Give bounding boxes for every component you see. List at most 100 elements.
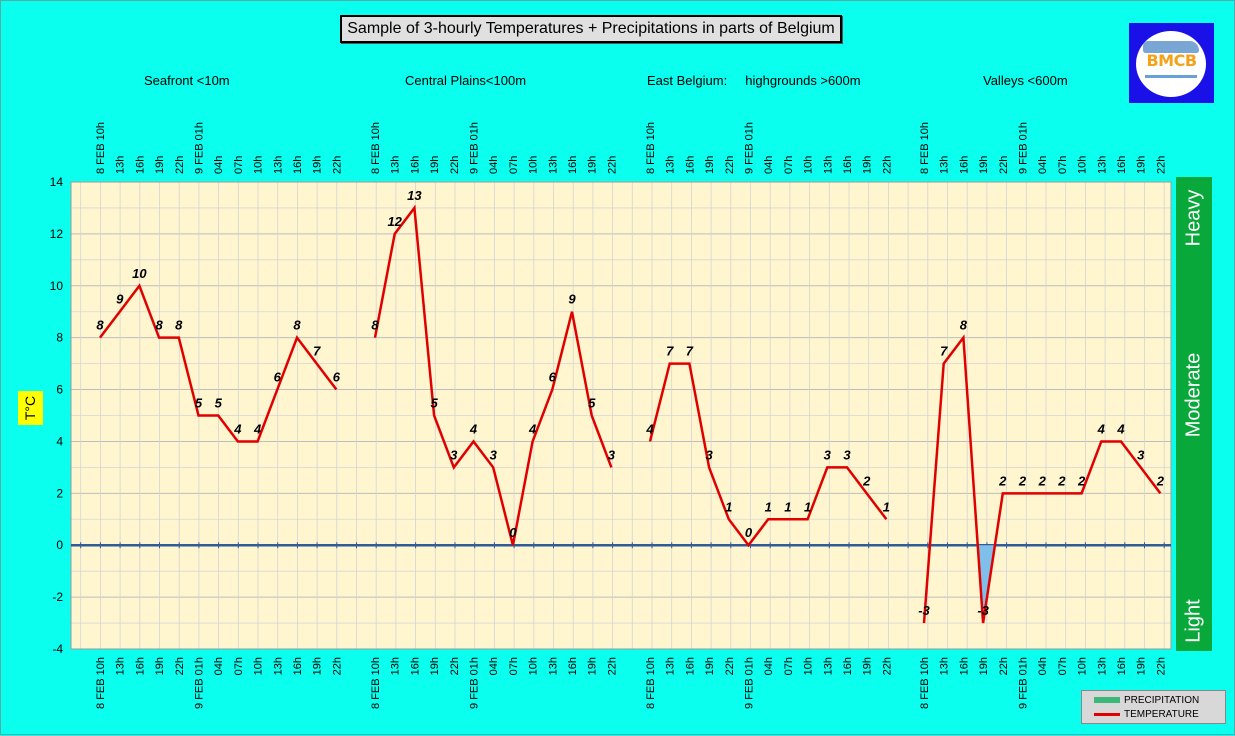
x-tick-label-top: 19h xyxy=(312,156,324,174)
temperature-line xyxy=(99,283,338,443)
x-tick-label-top: 04h xyxy=(763,156,775,174)
x-tick-label-top: 8 FEB 10h xyxy=(370,122,382,174)
x-tick-label-bottom: 16h xyxy=(842,657,854,675)
x-tick-label-bottom: 07h xyxy=(233,657,245,675)
data-label: 0 xyxy=(745,525,753,540)
scale-moderate-text: Moderate xyxy=(1182,352,1205,438)
x-tick-label-top: 13h xyxy=(939,156,951,174)
data-label: 2 xyxy=(1077,473,1086,488)
data-label: 4 xyxy=(1116,421,1125,436)
x-tick-label-bottom: 13h xyxy=(390,657,402,675)
data-label: 1 xyxy=(725,499,732,514)
x-tick-label-bottom: 13h xyxy=(822,657,834,675)
data-label: 2 xyxy=(1057,473,1066,488)
data-label: 2 xyxy=(1156,473,1165,488)
x-tick-label-top: 19h xyxy=(587,156,599,174)
x-tick-label-top: 22h xyxy=(174,156,186,174)
x-tick-label-top: 19h xyxy=(978,156,990,174)
x-tick-label-bottom: 22h xyxy=(881,657,893,675)
x-tick-label-bottom: 16h xyxy=(409,657,421,675)
data-label: 4 xyxy=(528,421,537,436)
x-tick-label-bottom: 07h xyxy=(783,657,795,675)
x-tick-label-bottom: 13h xyxy=(665,657,677,675)
data-label: 0 xyxy=(509,525,517,540)
x-tick-label-bottom: 19h xyxy=(154,657,166,675)
x-tick-label-top: 10h xyxy=(253,156,265,174)
x-tick-label-bottom: 13h xyxy=(272,657,284,675)
x-tick-label-top: 13h xyxy=(115,156,127,174)
x-tick-label-top: 04h xyxy=(1037,156,1049,174)
data-label: 8 xyxy=(155,318,163,333)
x-tick-label-bottom: 22h xyxy=(449,657,461,675)
x-tick-label-bottom: 16h xyxy=(567,657,579,675)
x-tick-label-bottom: 19h xyxy=(704,657,716,675)
x-tick-label-bottom: 10h xyxy=(253,657,265,675)
x-tick-label-bottom: 04h xyxy=(763,657,775,675)
x-tick-label-top: 04h xyxy=(213,156,225,174)
x-tick-label-top: 16h xyxy=(409,156,421,174)
x-tick-label-bottom: 22h xyxy=(1155,657,1167,675)
x-tick-label-top: 13h xyxy=(1096,156,1108,174)
data-label: 7 xyxy=(313,344,321,359)
data-label: 1 xyxy=(765,499,772,514)
x-tick-label-bottom: 16h xyxy=(684,657,696,675)
logo-text: BMCB xyxy=(1146,51,1197,70)
x-tick-label-top: 22h xyxy=(606,156,618,174)
data-label: 7 xyxy=(940,344,948,359)
x-tick-label-bottom: 16h xyxy=(134,657,146,675)
bmcb-logo: BMCB xyxy=(1129,23,1214,103)
y-tick-label: -2 xyxy=(52,590,63,604)
data-label: 8 xyxy=(371,318,379,333)
data-label: 13 xyxy=(407,188,422,203)
logo-map-shape xyxy=(1143,41,1199,53)
x-tick-label-bottom: 07h xyxy=(508,657,520,675)
legend-item-precipitation: PRECIPITATION xyxy=(1094,693,1199,707)
x-tick-label-top: 13h xyxy=(390,156,402,174)
x-tick-label-top: 13h xyxy=(665,156,677,174)
data-label: 10 xyxy=(132,266,147,281)
x-tick-label-top: 22h xyxy=(881,156,893,174)
x-tick-label-bottom: 19h xyxy=(587,657,599,675)
x-tick-label-bottom: 19h xyxy=(429,657,441,675)
x-tick-label-bottom: 16h xyxy=(958,657,970,675)
data-label: 3 xyxy=(450,447,458,462)
x-tick-label-bottom: 19h xyxy=(312,657,324,675)
x-tick-label-bottom: 22h xyxy=(174,657,186,675)
x-tick-label-bottom: 8 FEB 10h xyxy=(645,657,657,709)
data-label: 4 xyxy=(469,421,478,436)
y-tick-label: 0 xyxy=(56,538,63,552)
x-tick-label-top: 16h xyxy=(684,156,696,174)
x-tick-label-top: 16h xyxy=(842,156,854,174)
chart-legend: PRECIPITATION TEMPERATURE xyxy=(1081,690,1226,724)
x-tick-label-top: 13h xyxy=(822,156,834,174)
data-label: 2 xyxy=(1038,473,1047,488)
x-tick-label-top: 19h xyxy=(429,156,441,174)
precipitation-scale-bar: Heavy Moderate Light xyxy=(1176,177,1212,651)
x-tick-label-top: 22h xyxy=(998,156,1010,174)
data-label: 5 xyxy=(588,396,596,411)
data-label: -3 xyxy=(977,603,989,618)
x-tick-label-bottom: 04h xyxy=(1037,657,1049,675)
region-label-seafront: Seafront <10m xyxy=(144,73,230,88)
data-label: 8 xyxy=(293,318,301,333)
chart-title-text: Sample of 3-hourly Temperatures + Precip… xyxy=(347,20,835,37)
scale-heavy-text: Heavy xyxy=(1182,189,1205,247)
y-axis-label-box: T°C xyxy=(18,391,43,425)
legend-label-precipitation: PRECIPITATION xyxy=(1124,694,1200,706)
data-label: 4 xyxy=(233,421,242,436)
data-label: 3 xyxy=(1137,447,1145,462)
data-label: 9 xyxy=(116,292,124,307)
data-label: 3 xyxy=(843,447,851,462)
x-tick-label-top: 22h xyxy=(331,156,343,174)
x-tick-label-top: 10h xyxy=(803,156,815,174)
x-tick-label-bottom: 13h xyxy=(115,657,127,675)
x-tick-label-bottom: 9 FEB 01h xyxy=(1018,657,1030,709)
x-tick-label-top: 9 FEB 01h xyxy=(1018,122,1030,174)
temperature-line xyxy=(922,334,1162,624)
y-tick-label: 4 xyxy=(56,434,63,448)
x-tick-label-top: 9 FEB 01h xyxy=(194,122,206,174)
x-tick-label-top: 19h xyxy=(704,156,716,174)
x-tick-label-top: 16h xyxy=(567,156,579,174)
x-tick-label-top: 19h xyxy=(1136,156,1148,174)
x-tick-label-bottom: 16h xyxy=(1116,657,1128,675)
